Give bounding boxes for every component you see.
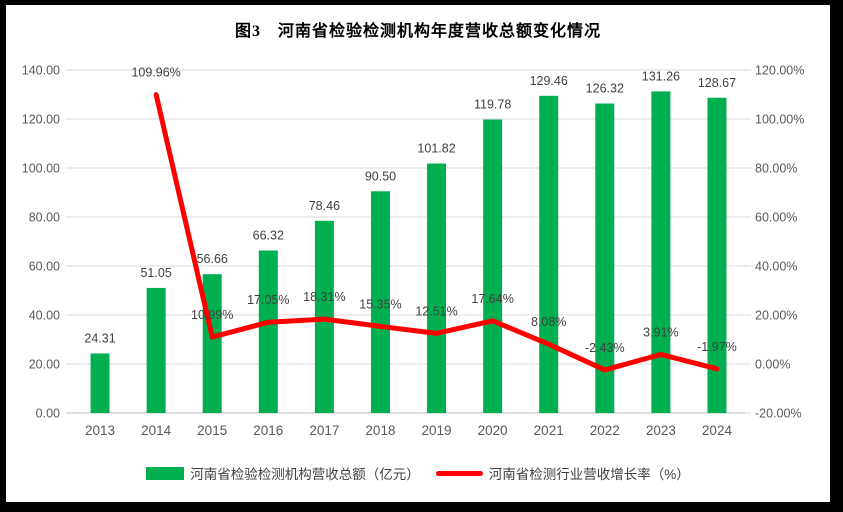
legend: 河南省检验检测机构营收总额（亿元） 河南省检测行业营收增长率（%）	[6, 463, 830, 483]
bar-series-swatch-icon	[146, 466, 185, 480]
bar-value-label: 131.26	[642, 69, 680, 83]
bar-2019	[427, 163, 447, 413]
bar-value-label: 24.31	[84, 331, 115, 345]
bar-value-label: 126.32	[586, 82, 624, 96]
bar-2015	[202, 274, 222, 413]
left-axis-tick-label: 100.00	[22, 162, 60, 176]
x-axis-label-2017: 2017	[309, 423, 339, 438]
right-axis-tick-label: 120.00%	[755, 64, 804, 78]
bar-series-label: 河南省检验检测机构营收总额（亿元）	[190, 467, 420, 482]
line-value-label: 3.91%	[643, 325, 678, 339]
x-axis-label-2024: 2024	[702, 423, 733, 438]
x-axis-label-2016: 2016	[253, 423, 283, 438]
bar-2020	[483, 119, 503, 413]
line-value-label: -1.97%	[697, 340, 737, 354]
bar-value-label: 66.32	[253, 229, 284, 243]
left-axis-tick-label: 140.00	[22, 64, 60, 78]
x-axis-label-2018: 2018	[365, 423, 395, 438]
x-axis-label-2014: 2014	[141, 423, 172, 438]
line-value-label: 8.08%	[531, 315, 566, 329]
bar-value-label: 51.05	[140, 266, 171, 280]
line-value-label: 10.99%	[191, 308, 233, 322]
line-value-label: 109.96%	[131, 66, 180, 80]
right-axis-tick-label: 60.00%	[755, 211, 797, 225]
bar-value-label: 128.67	[698, 76, 736, 90]
right-axis-tick-label: -20.00%	[755, 407, 802, 421]
bar-value-label: 56.66	[197, 252, 228, 266]
left-axis-tick-label: 60.00	[29, 260, 60, 274]
combo-chart: 0.00 -20.00% 20.00 0.00% 40.00 20.00% 60.00 40.…	[22, 64, 805, 439]
legend-entry-line: 河南省检测行业营收增长率（%）	[435, 463, 690, 483]
bar-2023	[651, 91, 671, 414]
line-value-label: 12.51%	[415, 304, 457, 318]
x-axis-label-2013: 2013	[85, 423, 115, 438]
growth-rate-line	[153, 92, 720, 373]
right-axis-tick-label: 100.00%	[755, 113, 804, 127]
left-axis-tick-label: 120.00	[22, 113, 60, 127]
x-axis-label-2022: 2022	[590, 423, 620, 438]
line-value-label: 18.31%	[303, 290, 345, 304]
bar-2016	[258, 250, 278, 413]
x-axis-label-2023: 2023	[646, 423, 676, 438]
bar-2021	[539, 95, 559, 413]
line-value-label: 15.35%	[359, 297, 401, 311]
x-axis-label-2021: 2021	[534, 423, 564, 438]
bar-2022	[595, 103, 615, 414]
bar-value-label: 129.46	[530, 74, 568, 88]
left-axis-tick-label: 20.00	[29, 358, 60, 372]
x-axis-label-2019: 2019	[422, 423, 452, 438]
left-axis-tick-label: 40.00	[29, 309, 60, 323]
right-axis-tick-label: 80.00%	[755, 162, 797, 176]
chart-title: 图3 河南省检验检测机构年度营收总额变化情况	[234, 23, 601, 40]
x-axis-label-2020: 2020	[478, 423, 508, 438]
bar-2024	[707, 97, 727, 414]
right-axis-tick-label: 0.00%	[755, 358, 790, 372]
chart-canvas: 图3 河南省检验检测机构年度营收总额变化情况 0.00 -20.00% 20.00 0…	[6, 5, 830, 502]
bar-2014	[146, 287, 166, 413]
bar-value-label: 78.46	[309, 199, 340, 213]
bar-value-label: 101.82	[417, 142, 455, 156]
x-axis-label-2015: 2015	[197, 423, 227, 438]
right-axis-tick-label: 20.00%	[755, 309, 797, 323]
bar-value-label: 119.78	[474, 98, 511, 112]
line-series-label: 河南省检测行业营收增长率（%）	[488, 467, 690, 482]
right-axis-tick-label: 40.00%	[755, 260, 797, 274]
legend-entry-bar: 河南省检验检测机构营收总额（亿元）	[146, 463, 420, 483]
line-value-label: 17.05%	[247, 293, 289, 307]
bar-2013	[90, 353, 110, 413]
line-series-swatch-icon	[435, 470, 483, 476]
bar-2018	[370, 191, 390, 413]
left-axis-tick-label: 0.00	[36, 407, 60, 421]
bar-value-label: 90.50	[365, 169, 396, 183]
line-value-label: -2.43%	[585, 341, 625, 355]
line-value-label: 17.64%	[471, 292, 513, 306]
left-axis-tick-label: 80.00	[29, 211, 60, 225]
